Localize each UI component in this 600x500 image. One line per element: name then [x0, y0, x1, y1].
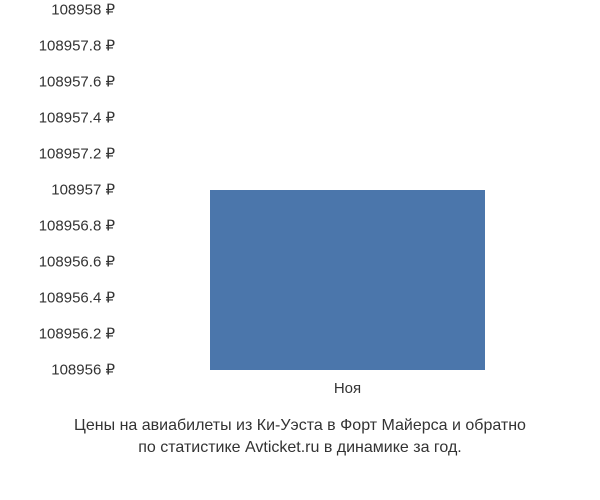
y-tick-label: 108957.8 ₽ — [39, 39, 115, 54]
y-tick-label: 108958 ₽ — [51, 3, 115, 18]
y-tick-label: 108957.6 ₽ — [39, 75, 115, 90]
chart-area: 108958 ₽108957.8 ₽108957.6 ₽108957.4 ₽10… — [0, 10, 600, 390]
y-tick-label: 108957 ₽ — [51, 183, 115, 198]
bar — [210, 190, 485, 370]
y-tick-label: 108957.4 ₽ — [39, 111, 115, 126]
caption-line-1: Цены на авиабилеты из Ки-Уэста в Форт Ма… — [74, 417, 526, 434]
y-axis-labels: 108958 ₽108957.8 ₽108957.6 ₽108957.4 ₽10… — [0, 10, 115, 380]
chart-caption: Цены на авиабилеты из Ки-Уэста в Форт Ма… — [0, 415, 600, 458]
y-tick-label: 108956.2 ₽ — [39, 327, 115, 342]
y-tick-label: 108956 ₽ — [51, 363, 115, 378]
caption-line-2: по статистике Avticket.ru в динамике за … — [138, 439, 462, 456]
y-tick-label: 108956.6 ₽ — [39, 255, 115, 270]
y-tick-label: 108956.4 ₽ — [39, 291, 115, 306]
y-tick-label: 108957.2 ₽ — [39, 147, 115, 162]
plot-region: Ноя — [125, 10, 565, 370]
x-tick-label: Ноя — [334, 380, 361, 397]
y-tick-label: 108956.8 ₽ — [39, 219, 115, 234]
